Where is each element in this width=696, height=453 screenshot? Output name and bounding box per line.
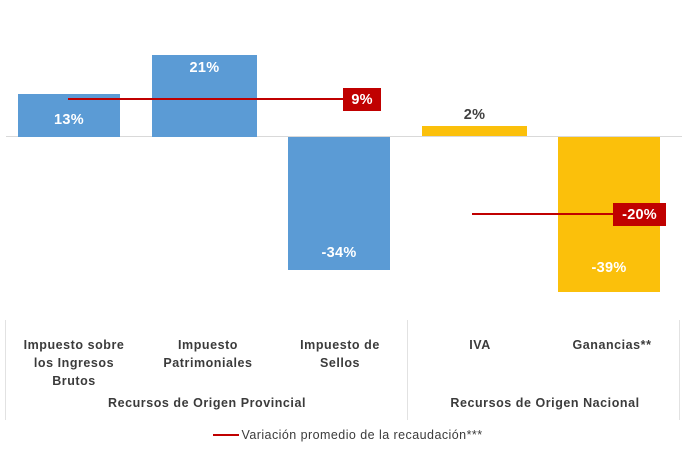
legend-line-icon [213, 434, 240, 436]
category-label-ingresos-brutos: Impuesto sobre los Ingresos Brutos [7, 336, 141, 390]
category-label-line: Brutos [52, 374, 96, 388]
category-label-line: Patrimoniales [163, 356, 253, 370]
average-line-provincial [68, 98, 345, 100]
average-badge-nacional[interactable]: -20% [613, 203, 666, 226]
bar-label-iva: 2% [463, 107, 486, 123]
bar-ingresos-brutos[interactable] [18, 94, 120, 137]
table-divider-middle [407, 320, 408, 420]
category-label-line: Sellos [319, 356, 361, 370]
category-label-line: IVA [469, 338, 491, 352]
category-axis-table: Impuesto sobre los Ingresos Brutos Impue… [5, 320, 680, 420]
bar-label-sellos: -34% [321, 245, 357, 261]
category-label-line: Ganancias** [572, 338, 652, 352]
category-label-ganancias: Ganancias** [545, 336, 679, 354]
average-line-nacional [472, 213, 615, 215]
bar-iva[interactable] [422, 126, 527, 136]
plot-area: 13% 21% -34% 2% -39% 9% -20% [6, 55, 682, 292]
table-border-right [679, 320, 680, 420]
bar-sellos[interactable] [288, 137, 390, 270]
bar-label-ingresos-brutos: 13% [54, 112, 84, 128]
average-badge-provincial[interactable]: 9% [343, 88, 381, 111]
category-label-sellos: Impuesto de Sellos [275, 336, 405, 372]
bar-patrimoniales[interactable] [152, 55, 257, 137]
bar-label-patrimoniales: 21% [189, 60, 220, 76]
category-label-line: Impuesto de [300, 338, 380, 352]
category-label-line: Impuesto sobre [23, 338, 125, 352]
chart-legend: Variación promedio de la recaudación*** [0, 428, 696, 442]
group-label-provincial: Recursos de Origen Provincial [108, 396, 306, 410]
category-label-line: los Ingresos [33, 356, 115, 370]
bar-label-ganancias: -39% [591, 260, 627, 276]
category-label-patrimoniales: Impuesto Patrimoniales [144, 336, 272, 372]
category-label-iva: IVA [413, 336, 547, 354]
legend-label: Variación promedio de la recaudación*** [241, 428, 483, 442]
group-label-nacional: Recursos de Origen Nacional [450, 396, 640, 410]
category-label-line: Impuesto [178, 338, 238, 352]
table-border-left [5, 320, 6, 420]
zero-axis-line [6, 136, 682, 137]
